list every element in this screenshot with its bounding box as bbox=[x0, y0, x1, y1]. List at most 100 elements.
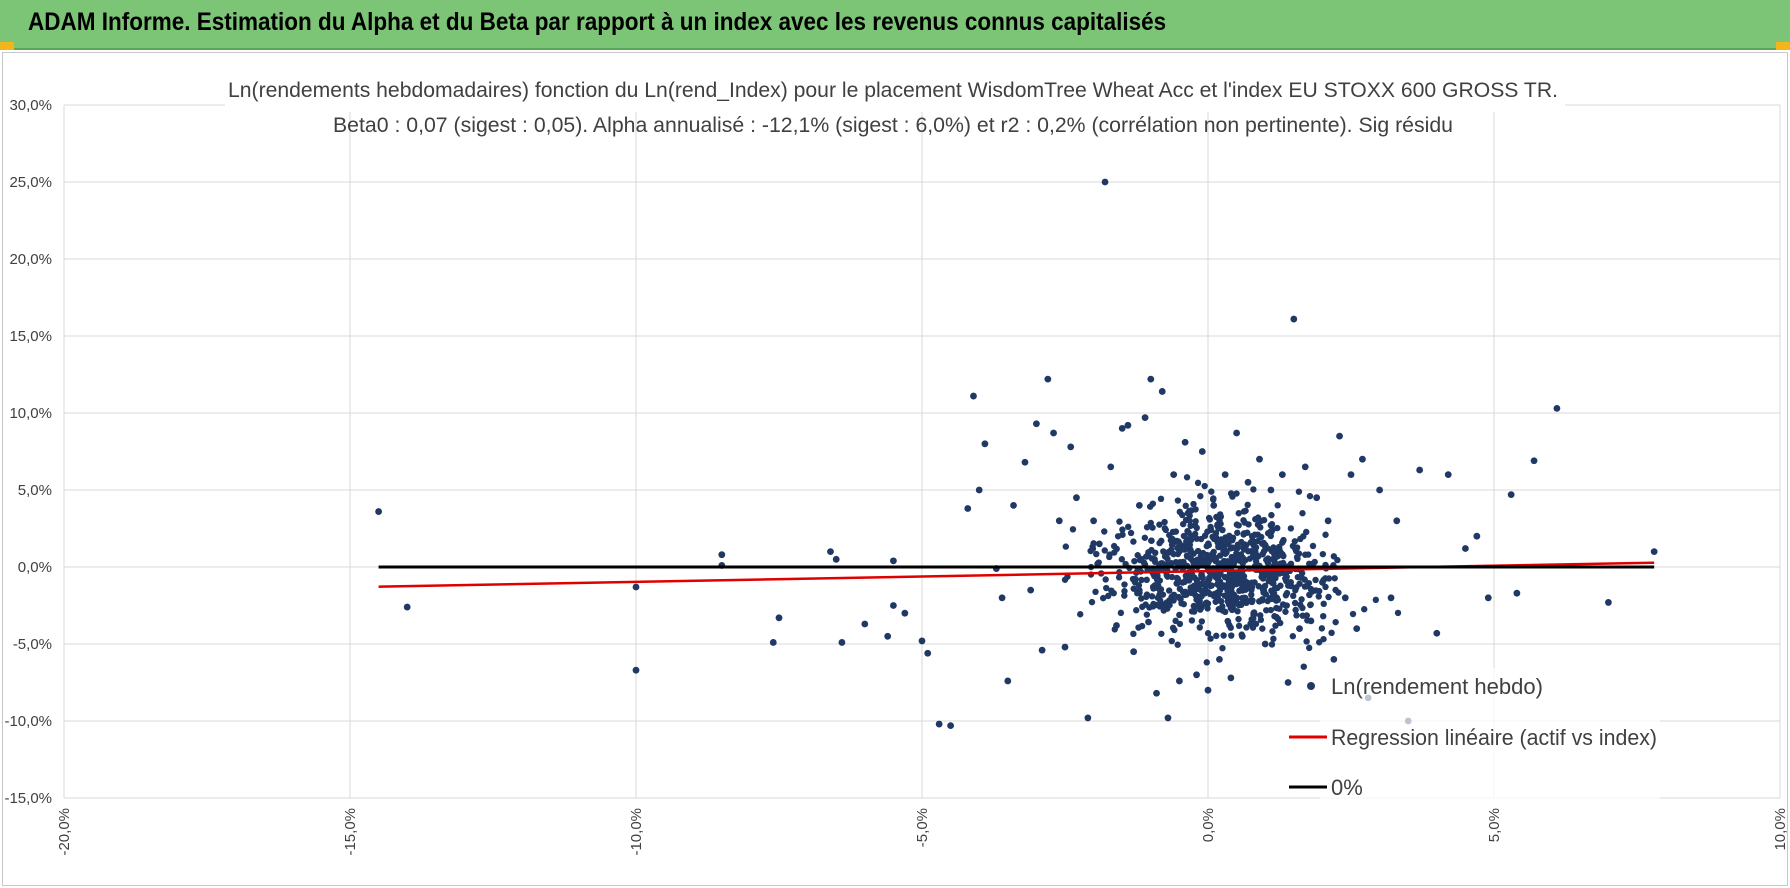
data-point bbox=[1038, 646, 1046, 654]
data-point bbox=[1240, 508, 1248, 515]
data-point bbox=[1156, 539, 1163, 547]
data-point bbox=[1251, 531, 1259, 538]
data-point bbox=[1237, 576, 1244, 583]
data-point bbox=[1186, 507, 1193, 515]
data-point bbox=[1125, 523, 1132, 531]
data-point bbox=[1268, 641, 1276, 648]
data-point bbox=[1393, 517, 1401, 525]
data-point bbox=[1181, 578, 1188, 586]
data-point bbox=[1204, 630, 1212, 637]
data-point bbox=[1204, 605, 1211, 612]
data-point bbox=[1087, 547, 1094, 555]
data-point bbox=[1196, 597, 1203, 604]
data-point bbox=[1240, 544, 1247, 551]
data-point bbox=[1197, 552, 1205, 560]
data-point bbox=[1289, 542, 1297, 550]
data-point bbox=[1210, 495, 1217, 502]
data-point bbox=[1224, 598, 1231, 605]
data-point bbox=[1324, 517, 1332, 525]
data-point bbox=[1136, 589, 1143, 597]
data-point bbox=[1156, 521, 1163, 528]
data-point bbox=[1278, 471, 1286, 478]
data-point bbox=[1180, 532, 1188, 540]
data-point bbox=[1131, 557, 1138, 565]
data-point bbox=[884, 632, 892, 640]
data-point bbox=[1221, 540, 1228, 547]
data-point bbox=[1176, 548, 1183, 555]
data-point bbox=[1240, 517, 1247, 524]
data-point bbox=[1250, 611, 1257, 619]
data-point bbox=[1187, 586, 1195, 594]
data-point bbox=[1171, 538, 1178, 546]
data-point bbox=[1320, 612, 1327, 620]
data-point bbox=[1274, 596, 1282, 604]
data-point bbox=[924, 649, 932, 657]
data-point bbox=[1261, 640, 1269, 648]
data-point bbox=[1269, 628, 1276, 635]
data-point bbox=[1170, 471, 1178, 478]
data-point bbox=[1061, 643, 1069, 651]
legend-label-scatter: Ln(rendement hebdo) bbox=[1331, 674, 1543, 699]
data-point bbox=[1243, 599, 1250, 607]
data-point bbox=[1130, 648, 1138, 656]
data-point bbox=[1208, 488, 1215, 495]
x-tick-label: -20,0% bbox=[56, 808, 73, 856]
data-point bbox=[1235, 615, 1242, 623]
data-point bbox=[1322, 575, 1329, 582]
x-tick-label: -10,0% bbox=[628, 808, 645, 856]
data-point bbox=[1258, 573, 1265, 581]
data-point bbox=[1282, 608, 1289, 615]
data-point bbox=[1228, 583, 1235, 591]
data-point bbox=[1094, 560, 1101, 567]
y-axis-ticks: 30,0% 25,0% 20,0% 15,0% 10,0% 5,0% 0,0% -5,0% -1… bbox=[4, 97, 52, 807]
data-point bbox=[1219, 603, 1226, 610]
x-tick-label: 10,0% bbox=[1772, 808, 1789, 851]
data-point bbox=[1145, 549, 1152, 556]
data-point bbox=[1163, 572, 1170, 579]
data-point bbox=[1107, 463, 1115, 471]
data-point bbox=[1084, 714, 1092, 722]
data-point bbox=[1245, 521, 1252, 528]
data-point bbox=[1157, 495, 1165, 503]
data-point bbox=[1217, 520, 1224, 528]
data-point bbox=[1176, 585, 1184, 593]
data-point bbox=[1309, 542, 1317, 550]
data-point bbox=[1261, 582, 1269, 590]
data-point bbox=[1289, 633, 1297, 640]
data-point bbox=[1157, 597, 1164, 604]
x-tick-label: -5,0% bbox=[914, 808, 931, 847]
data-point bbox=[1290, 592, 1297, 600]
data-point bbox=[1062, 543, 1070, 550]
data-point bbox=[1141, 414, 1149, 422]
data-point bbox=[1210, 502, 1218, 509]
y-tick-label: -5,0% bbox=[13, 636, 52, 653]
data-point bbox=[1204, 559, 1211, 566]
report-banner: ADAM Informe. Estimation du Alpha et du … bbox=[0, 0, 1790, 50]
data-point bbox=[1147, 503, 1154, 510]
data-point bbox=[1304, 617, 1311, 624]
data-point bbox=[1206, 590, 1214, 598]
data-point bbox=[1301, 576, 1308, 583]
data-point bbox=[981, 440, 989, 448]
data-point bbox=[1194, 547, 1202, 555]
data-point bbox=[1216, 597, 1223, 604]
data-point bbox=[1313, 494, 1321, 502]
data-point bbox=[1193, 671, 1200, 679]
chart-subtitle: Beta0 : 0,07 (sigest : 0,05). Alpha annu… bbox=[333, 114, 1453, 137]
x-tick-label: 0,0% bbox=[1200, 808, 1217, 842]
data-point bbox=[1186, 517, 1193, 524]
data-point bbox=[1292, 547, 1300, 555]
data-point bbox=[1264, 555, 1272, 562]
y-tick-label: 0,0% bbox=[18, 559, 52, 576]
data-point bbox=[1484, 594, 1492, 602]
data-point bbox=[1279, 551, 1286, 558]
data-point bbox=[1233, 552, 1240, 559]
data-point bbox=[1138, 576, 1145, 584]
data-point bbox=[1244, 501, 1251, 509]
data-point bbox=[1188, 608, 1196, 615]
data-point bbox=[1650, 548, 1658, 555]
data-point bbox=[1151, 558, 1159, 566]
data-point bbox=[1387, 594, 1395, 602]
data-point bbox=[1305, 644, 1313, 652]
data-point bbox=[1207, 523, 1214, 531]
